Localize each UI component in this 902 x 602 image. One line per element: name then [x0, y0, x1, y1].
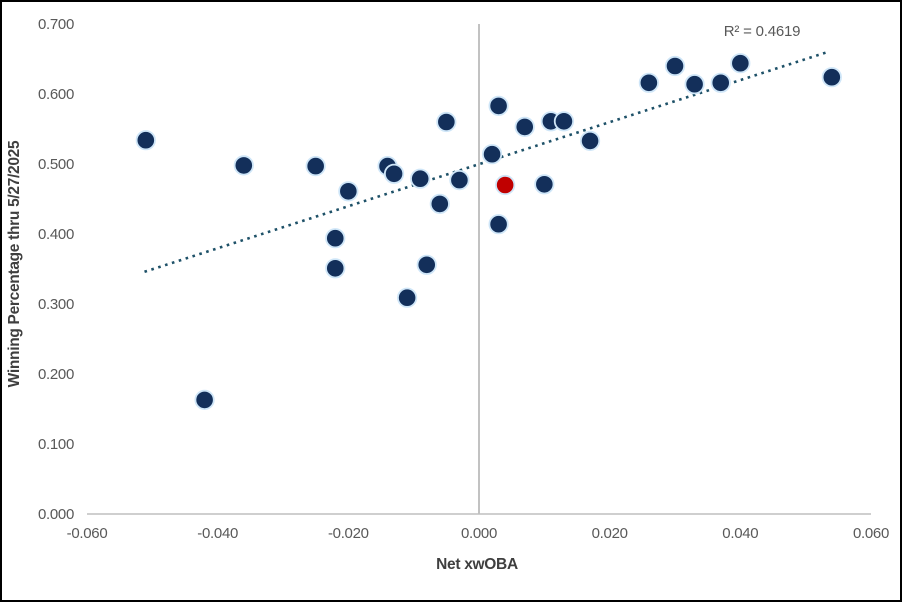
- data-point: [514, 116, 535, 138]
- data-point: [684, 74, 705, 95]
- data-point: [449, 170, 470, 191]
- data-point: [664, 55, 686, 77]
- data-point: [410, 168, 431, 189]
- data-point: [579, 130, 601, 151]
- data-points: [135, 53, 842, 410]
- x-tick-label: 0.020: [592, 525, 628, 542]
- x-axis-title: Net xwOBA: [436, 556, 518, 573]
- data-point: [821, 67, 842, 88]
- x-tick-label: 0.060: [853, 525, 889, 542]
- data-point: [325, 228, 346, 249]
- x-tick-label: -0.020: [328, 525, 369, 542]
- y-tick-label: 0.100: [38, 436, 74, 453]
- data-point: [135, 130, 156, 151]
- data-point: [710, 72, 731, 93]
- x-tick-label: -0.060: [67, 525, 108, 542]
- y-tick-label: 0.400: [38, 226, 74, 243]
- data-point: [325, 258, 346, 279]
- y-tick-label: 0.500: [38, 156, 74, 173]
- y-tick-label: 0.200: [38, 366, 74, 383]
- data-point: [416, 254, 437, 275]
- data-point: [534, 174, 555, 195]
- data-point: [488, 95, 509, 117]
- data-point: [305, 156, 326, 177]
- gridlines: [87, 24, 871, 515]
- r-squared-label: R² = 0.4619: [724, 23, 801, 40]
- x-tick-label: -0.040: [197, 525, 238, 542]
- data-point: [338, 181, 359, 202]
- y-tick-label: 0.300: [38, 296, 74, 313]
- data-point: [397, 287, 418, 308]
- data-point: [488, 214, 509, 235]
- data-point: [553, 111, 575, 132]
- data-point: [194, 389, 215, 410]
- y-tick-label: 0.600: [38, 86, 74, 103]
- data-point: [638, 72, 659, 93]
- y-tick-label: 0.700: [38, 16, 74, 33]
- data-point: [436, 111, 457, 133]
- x-tick-label: 0.040: [722, 525, 758, 542]
- axis-tick-labels: -0.060 -0.040 -0.020 0.000 0.020 0.040 0.060 0.…: [38, 16, 889, 542]
- y-axis-title: Winning Percentage thru 5/27/2025: [6, 140, 23, 387]
- data-point: [730, 53, 751, 74]
- y-tick-label: 0.000: [38, 506, 74, 523]
- data-point: [233, 155, 254, 176]
- highlighted-data-point: [495, 174, 516, 196]
- data-point: [383, 163, 405, 184]
- data-point: [481, 144, 503, 165]
- data-point: [429, 193, 450, 214]
- x-tick-label: 0.000: [461, 525, 497, 542]
